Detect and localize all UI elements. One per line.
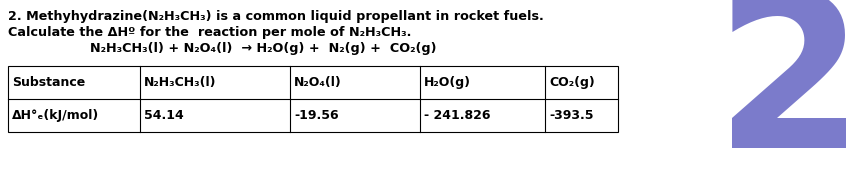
Text: 54.14: 54.14	[144, 109, 184, 122]
Text: H₂O(g): H₂O(g)	[424, 76, 471, 89]
Text: N₂H₃CH₃(l) + N₂O₄(l)  → H₂O(g) +  N₂(g) +  CO₂(g): N₂H₃CH₃(l) + N₂O₄(l) → H₂O(g) + N₂(g) + …	[90, 42, 437, 55]
Text: 2. Methyhydrazine(N₂H₃CH₃) is a common liquid propellant in rocket fuels.: 2. Methyhydrazine(N₂H₃CH₃) is a common l…	[8, 10, 544, 23]
Text: CO₂(g): CO₂(g)	[549, 76, 595, 89]
Text: -393.5: -393.5	[549, 109, 593, 122]
Bar	[8, 66, 618, 132]
Text: 2: 2	[715, 0, 850, 184]
Text: -19.56: -19.56	[294, 109, 338, 122]
Text: N₂H₃CH₃(l): N₂H₃CH₃(l)	[144, 76, 217, 89]
Text: ΔH°ₑ(kJ/mol): ΔH°ₑ(kJ/mol)	[12, 109, 99, 122]
Text: Substance: Substance	[12, 76, 85, 89]
Text: N₂O₄(l): N₂O₄(l)	[294, 76, 342, 89]
Text: Calculate the ΔHº for the  reaction per mole of N₂H₃CH₃.: Calculate the ΔHº for the reaction per m…	[8, 26, 411, 39]
Text: - 241.826: - 241.826	[424, 109, 490, 122]
